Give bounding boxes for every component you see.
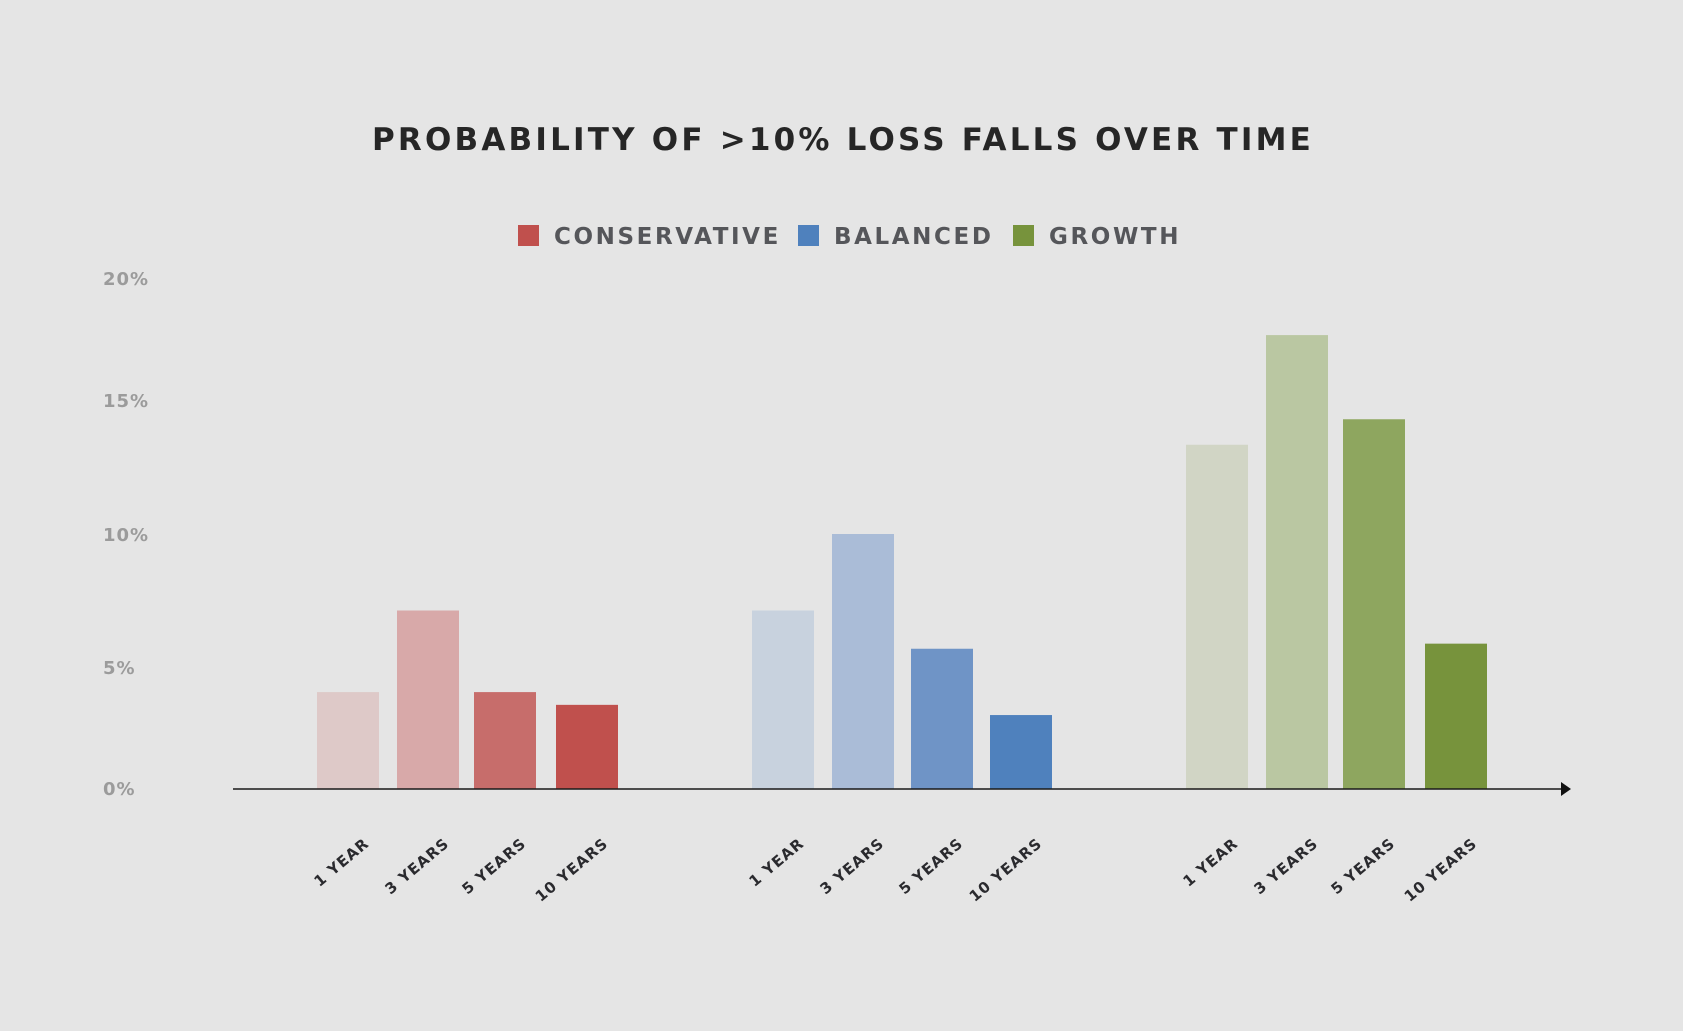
chart-legend: CONSERVATIVE BALANCED GROWTH (518, 224, 1181, 250)
legend-swatch (1013, 225, 1034, 246)
bar (474, 692, 536, 789)
x-tick-label: 5 YEARS (895, 834, 966, 898)
bar (1343, 419, 1405, 789)
x-axis-arrow-icon (1561, 782, 1571, 796)
x-tick-label: 5 YEARS (1327, 834, 1398, 898)
x-tick-label: 10 YEARS (1401, 834, 1481, 905)
legend-label: BALANCED (834, 224, 994, 250)
y-axis: 0% 5% 10% 15% 20% (103, 269, 149, 800)
x-tick-label: 3 YEARS (381, 834, 452, 898)
bar (317, 692, 379, 789)
bar (990, 715, 1052, 789)
x-tick-label: 3 YEARS (1250, 834, 1321, 898)
bar-groups (317, 335, 1487, 789)
bar (556, 704, 618, 789)
y-tick-label: 0% (103, 779, 136, 800)
bar (397, 610, 459, 789)
bar-group-balanced (752, 534, 1052, 789)
bar (1186, 444, 1248, 789)
y-tick-label: 20% (103, 269, 149, 290)
x-tick-label: 10 YEARS (532, 834, 612, 905)
bar-group-growth (1186, 335, 1487, 789)
y-tick-label: 5% (103, 658, 136, 679)
x-axis (233, 782, 1571, 796)
x-tick-label: 5 YEARS (458, 834, 529, 898)
legend-item-balanced: BALANCED (798, 224, 994, 250)
y-tick-label: 15% (103, 391, 149, 412)
bar-group-conservative (317, 610, 618, 789)
legend-swatch (518, 225, 539, 246)
x-tick-label: 1 YEAR (745, 834, 807, 890)
legend-item-growth: GROWTH (1013, 224, 1181, 250)
x-tick-label: 10 YEARS (966, 834, 1046, 905)
bar (752, 610, 814, 789)
legend-label: GROWTH (1049, 224, 1181, 250)
legend-item-conservative: CONSERVATIVE (518, 224, 781, 250)
x-tick-label: 3 YEARS (816, 834, 887, 898)
x-axis-labels: 1 YEAR 3 YEARS 5 YEARS 10 YEARS 1 YEAR 3 YEAR… (310, 834, 1480, 905)
bar (1266, 335, 1328, 789)
chart-title: PROBABILITY OF >10% LOSS FALLS OVER TIME (372, 122, 1314, 158)
bar (1425, 643, 1487, 789)
bar (832, 534, 894, 789)
bar (911, 648, 973, 789)
legend-swatch (798, 225, 819, 246)
y-tick-label: 10% (103, 525, 149, 546)
legend-label: CONSERVATIVE (554, 224, 781, 250)
x-tick-label: 1 YEAR (310, 834, 372, 890)
x-tick-label: 1 YEAR (1179, 834, 1241, 890)
